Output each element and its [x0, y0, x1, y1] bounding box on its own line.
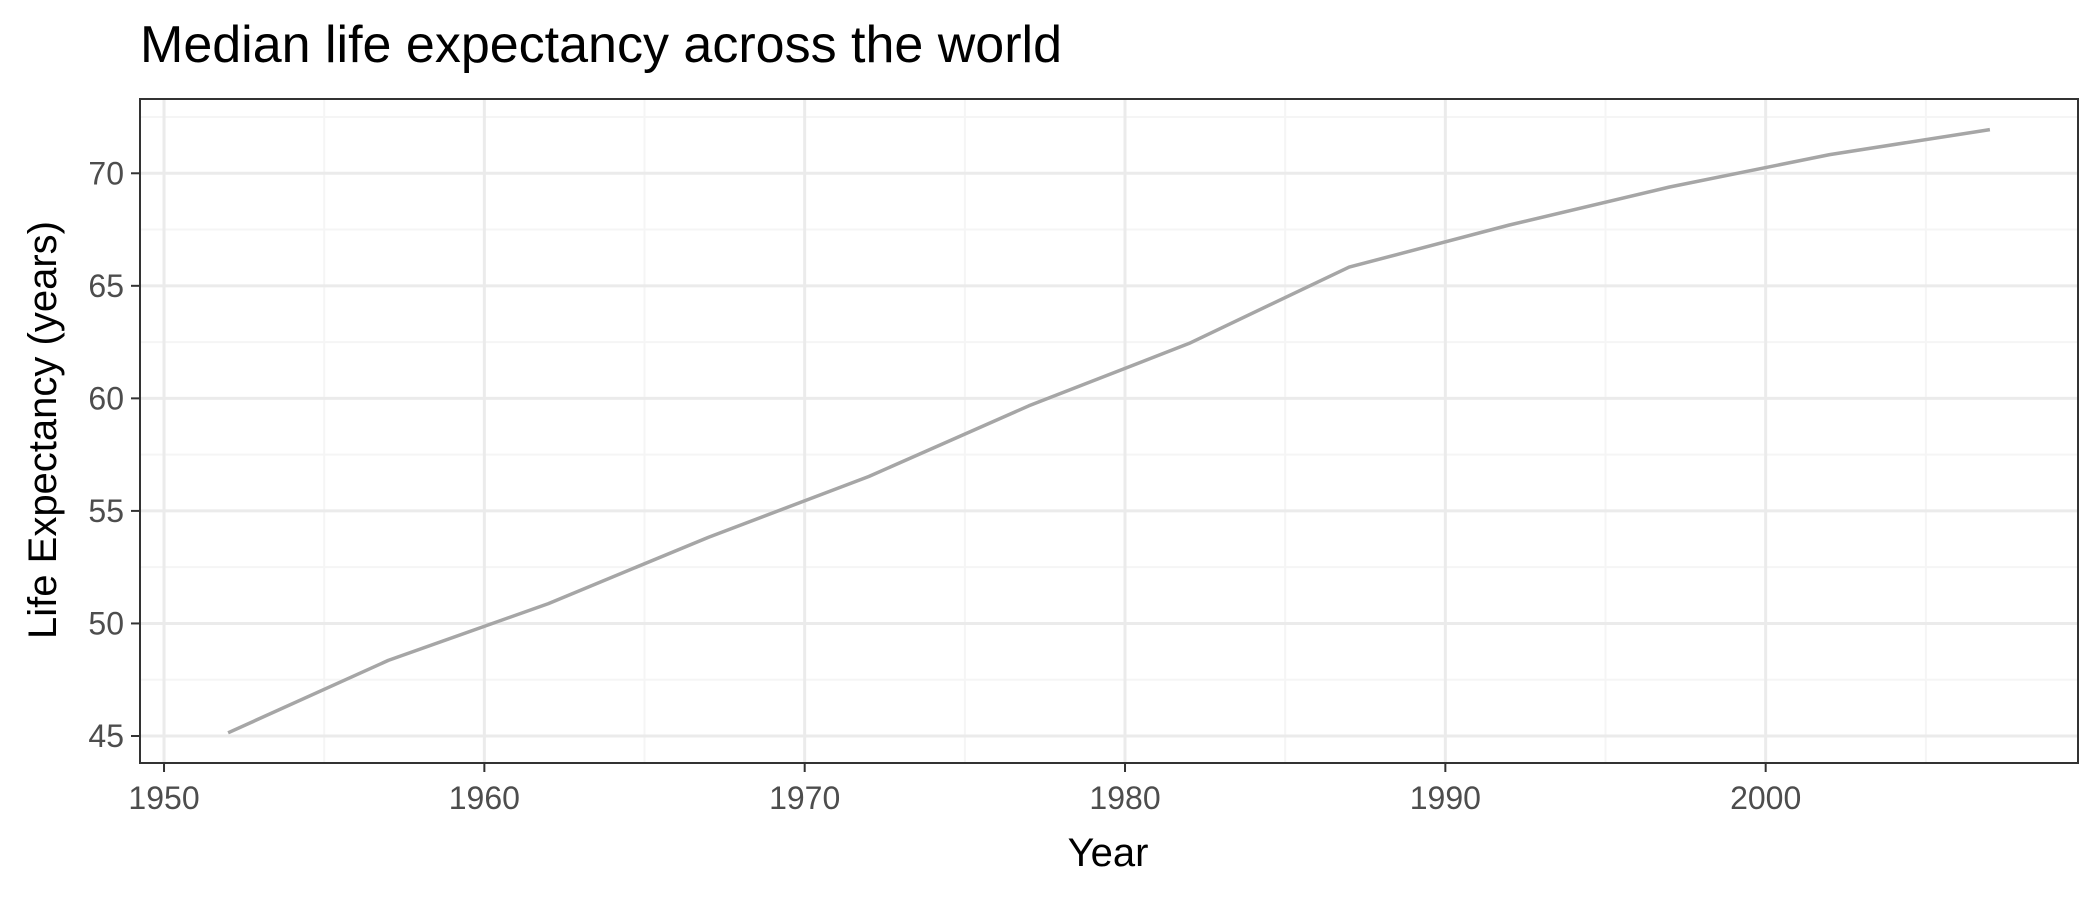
panel-border — [139, 98, 2079, 764]
y-tick-label: 55 — [88, 493, 124, 529]
y-tick-label: 70 — [88, 155, 124, 191]
y-tick-label: 65 — [88, 268, 124, 304]
x-axis: 1950 1960 1970 1980 1990 2000 — [128, 763, 1801, 816]
x-tick-label: 1950 — [128, 780, 199, 816]
x-tick-label: 1970 — [769, 780, 840, 816]
chart-title: Median life expectancy across the world — [140, 16, 1062, 74]
x-axis-title: Year — [1068, 831, 1149, 875]
y-axis: 45 50 55 60 65 70 — [88, 155, 140, 754]
x-tick-label: 1960 — [449, 780, 520, 816]
y-tick-label: 50 — [88, 605, 124, 641]
y-tick-label: 60 — [88, 380, 124, 416]
major-gridlines — [140, 99, 2078, 763]
series-line — [227, 127, 1991, 735]
y-axis-title: Life Expectancy (years) — [21, 221, 65, 639]
series-layer — [227, 127, 1991, 735]
x-tick-label: 2000 — [1730, 780, 1801, 816]
x-tick-label: 1990 — [1410, 780, 1481, 816]
minor-gridlines — [140, 99, 2078, 763]
y-tick-label: 45 — [88, 718, 124, 754]
x-tick-label: 1980 — [1089, 780, 1160, 816]
